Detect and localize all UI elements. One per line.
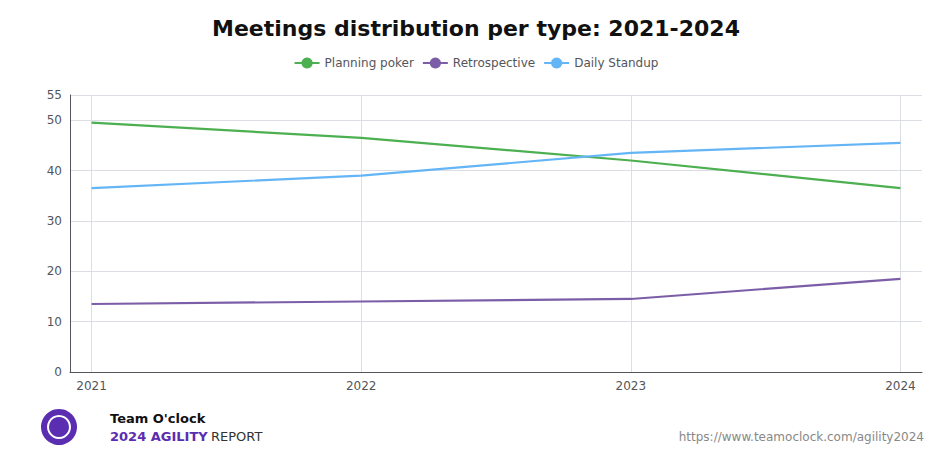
svg-text:2023: 2023	[616, 379, 647, 393]
svg-text:Meetings distribution per type: Meetings distribution per type: 2021-202…	[212, 16, 740, 41]
svg-text:55: 55	[47, 88, 62, 102]
svg-text:REPORT: REPORT	[211, 429, 262, 444]
svg-text:0: 0	[54, 365, 62, 379]
svg-text:Team O'clock: Team O'clock	[110, 411, 206, 426]
svg-text:50: 50	[47, 113, 62, 127]
svg-text:Daily Standup: Daily Standup	[574, 56, 658, 70]
svg-text:20: 20	[47, 264, 62, 278]
svg-text:30: 30	[47, 214, 62, 228]
svg-text:https://www.teamoclock.com/agi: https://www.teamoclock.com/agility2024	[679, 430, 924, 444]
svg-text:2022: 2022	[346, 379, 377, 393]
svg-text:40: 40	[47, 164, 62, 178]
svg-text:Retrospective: Retrospective	[453, 56, 535, 70]
svg-text:2024: 2024	[885, 379, 916, 393]
svg-text:10: 10	[47, 315, 62, 329]
svg-text:2021: 2021	[76, 379, 107, 393]
svg-text:2024 AGILITY: 2024 AGILITY	[110, 429, 208, 444]
svg-text:Planning poker: Planning poker	[325, 56, 414, 70]
